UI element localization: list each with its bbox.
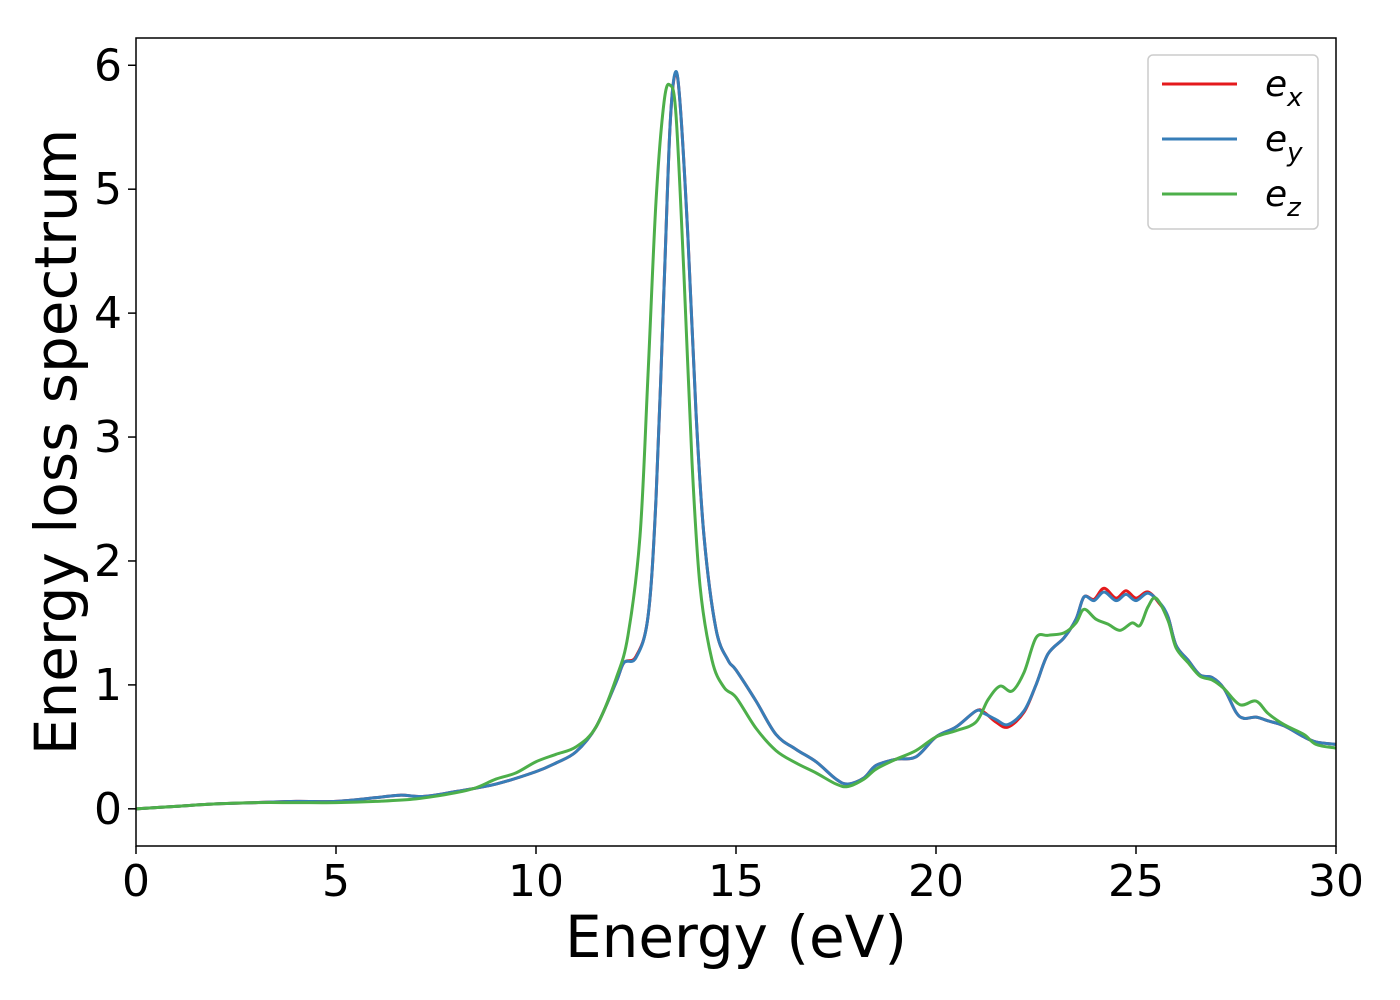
x-tick-label: 30: [1308, 856, 1364, 907]
x-tick-label: 20: [908, 856, 964, 907]
x-axis: 0 5 10 15 20 25 30: [122, 846, 1364, 907]
legend-label-ex: ex: [1265, 64, 1303, 113]
x-tick-label: 0: [122, 856, 150, 907]
x-tick-label: 25: [1108, 856, 1164, 907]
legend-label-subscript: y: [1286, 138, 1303, 168]
legend-label-subscript: x: [1286, 83, 1303, 113]
legend-box: [1147, 54, 1319, 230]
legend-label-subscript: z: [1286, 193, 1302, 223]
legend-label-base: e: [1265, 119, 1287, 160]
y-axis: 0 1 2 3 4 5 6: [94, 40, 136, 835]
x-tick-label: 15: [708, 856, 764, 907]
legend-label-base: e: [1265, 64, 1287, 105]
y-axis-title: Energy loss spectrum: [22, 129, 90, 755]
y-tick-label: 6: [94, 40, 122, 91]
y-tick-label: 5: [94, 164, 122, 215]
x-tick-label: 5: [322, 856, 350, 907]
series-layer: [135, 70, 1337, 811]
series-line-ez: [135, 82, 1337, 811]
legend-label-ey: ey: [1265, 119, 1303, 168]
y-tick-label: 0: [94, 784, 122, 835]
y-tick-label: 1: [94, 660, 122, 711]
legend-label-base: e: [1265, 174, 1287, 215]
y-tick-label: 4: [94, 288, 122, 339]
y-tick-label: 2: [94, 536, 122, 587]
legend-label-ez: ez: [1265, 174, 1302, 223]
y-tick-label: 3: [94, 412, 122, 463]
x-axis-title: Energy (eV): [565, 903, 907, 971]
x-tick-label: 10: [508, 856, 564, 907]
